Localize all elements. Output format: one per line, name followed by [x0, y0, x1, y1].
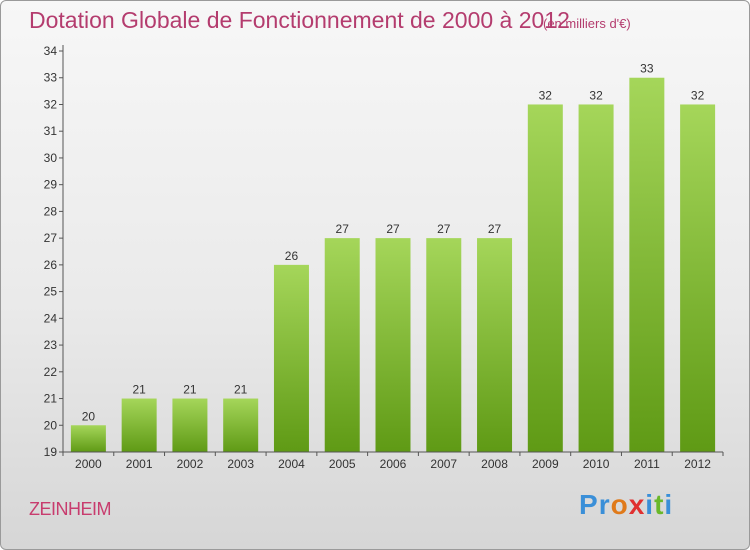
- data-label-2011: 33: [640, 62, 654, 76]
- data-label-2010: 32: [589, 88, 603, 102]
- chart-title: Dotation Globale de Fonctionnement de 20…: [29, 7, 570, 33]
- x-tick-label-2000: 2000: [75, 457, 102, 471]
- logo-letter: t: [654, 489, 665, 520]
- bars: 20 21 21 21 26 27 27 27 27 32 32 33 32: [70, 62, 716, 452]
- x-tick-label-2012: 2012: [684, 457, 711, 471]
- y-tick-label: 21: [44, 392, 58, 406]
- y-tick-label: 27: [44, 231, 58, 245]
- data-label-2000: 20: [82, 409, 96, 423]
- chart-subtitle: (en milliers d'€): [543, 16, 631, 31]
- x-tick-label-2005: 2005: [329, 457, 356, 471]
- y-tick-label: 34: [44, 44, 58, 58]
- y-tick-label: 25: [44, 285, 58, 299]
- y-tick-label: 22: [44, 365, 58, 379]
- x-tick-label-2004: 2004: [278, 457, 305, 471]
- y-tick-label: 29: [44, 178, 58, 192]
- data-label-2001: 21: [132, 383, 146, 397]
- y-tick-label: 24: [44, 311, 58, 325]
- x-tick-label-2011: 2011: [634, 457, 660, 471]
- x-tick-label-2001: 2001: [126, 457, 153, 471]
- bar-2010: [578, 104, 614, 452]
- logo-letter: r: [598, 489, 611, 520]
- x-tick-label-2008: 2008: [481, 457, 508, 471]
- x-axis: 2000 2001 2002 2003 2004 2005 2006 2007 2008 2009…: [62, 451, 724, 471]
- bar-2009: [527, 104, 563, 452]
- x-tick-label-2009: 2009: [532, 457, 559, 471]
- bar-2011: [629, 77, 665, 452]
- y-tick-label: 23: [44, 338, 58, 352]
- bar-2002: [172, 398, 208, 452]
- bar-2008: [477, 238, 513, 452]
- bar-2007: [426, 238, 462, 452]
- x-tick-label-2003: 2003: [227, 457, 254, 471]
- data-label-2003: 21: [234, 383, 248, 397]
- bar-2003: [223, 398, 259, 452]
- y-tick-label: 33: [44, 71, 58, 85]
- commune-name: ZEINHEIM: [29, 499, 112, 519]
- bar-2006: [375, 238, 411, 452]
- data-label-2002: 21: [183, 383, 197, 397]
- y-tick-label: 26: [44, 258, 58, 272]
- data-label-2007: 27: [437, 222, 451, 236]
- bar-2012: [680, 104, 716, 452]
- x-tick-label-2002: 2002: [177, 457, 204, 471]
- logo-letter: x: [628, 489, 646, 520]
- y-axis: 19 20 21 22 23 24 25 26 27 28 29 30 31 32 33 34: [44, 44, 64, 459]
- logo-letter: P: [579, 489, 599, 520]
- data-label-2006: 27: [386, 222, 400, 236]
- bar-2004: [273, 264, 309, 452]
- logo-letter: i: [645, 489, 655, 520]
- data-label-2009: 32: [539, 88, 553, 102]
- y-tick-label: 28: [44, 204, 58, 218]
- data-label-2008: 27: [488, 222, 502, 236]
- data-label-2005: 27: [336, 222, 350, 236]
- x-tick-label-2006: 2006: [380, 457, 407, 471]
- bar-2001: [121, 398, 157, 452]
- y-tick-label: 32: [44, 97, 58, 111]
- y-tick-label: 20: [44, 418, 58, 432]
- bar-2005: [324, 238, 360, 452]
- y-tick-label: 31: [44, 124, 58, 138]
- data-label-2004: 26: [285, 249, 299, 263]
- proxiti-logo: Proxiti: [579, 489, 673, 521]
- x-tick-label-2007: 2007: [430, 457, 457, 471]
- y-tick-label: 30: [44, 151, 58, 165]
- data-label-2012: 32: [691, 88, 705, 102]
- bar-2000: [70, 425, 106, 452]
- x-tick-label-2010: 2010: [583, 457, 610, 471]
- y-tick-label: 19: [44, 445, 58, 459]
- logo-letter: o: [610, 489, 629, 520]
- logo-letter: i: [664, 489, 674, 520]
